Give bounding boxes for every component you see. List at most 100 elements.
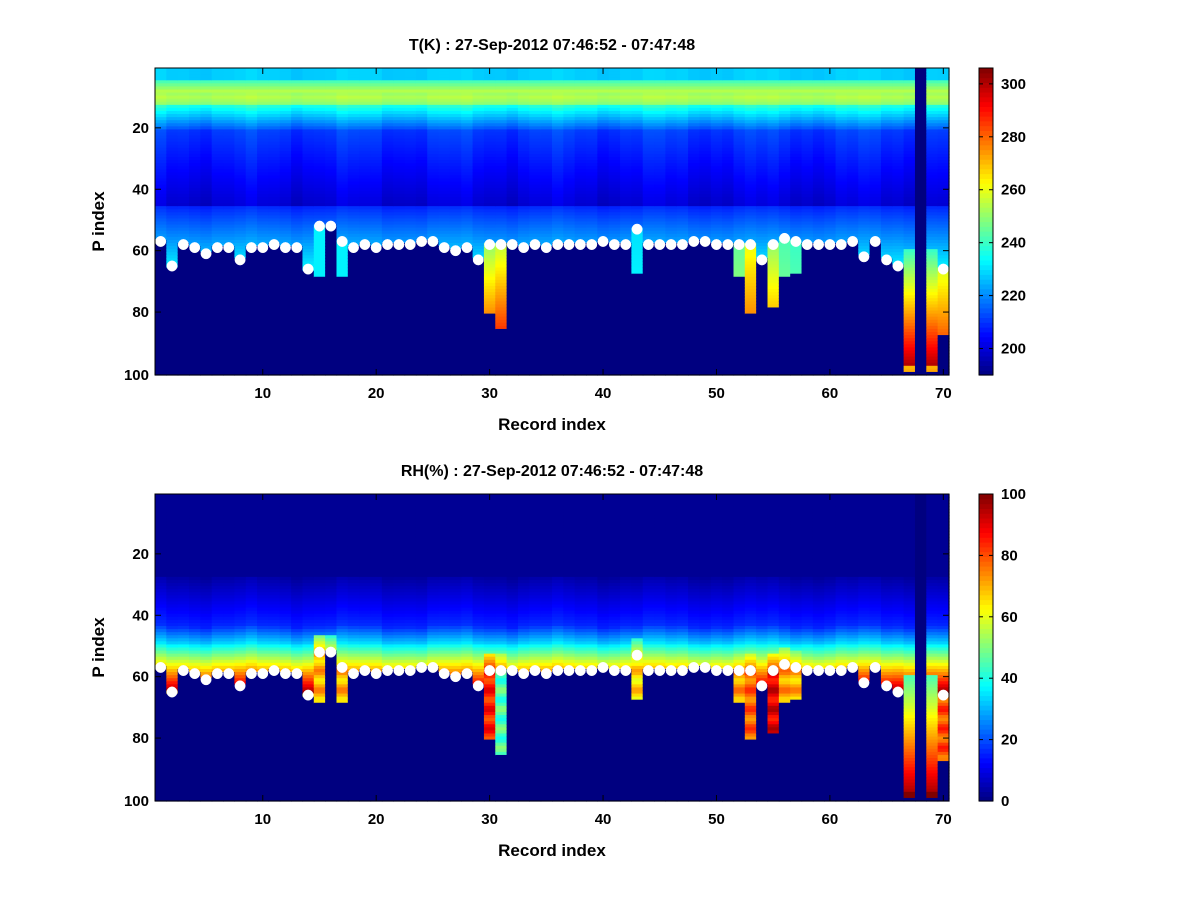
heatmap-cell: [302, 218, 315, 223]
heatmap-cell: [211, 371, 224, 376]
heatmap-cell: [404, 310, 417, 315]
heatmap-cell: [540, 190, 553, 195]
heatmap-cell: [234, 175, 247, 180]
heatmap-cell: [223, 166, 235, 170]
heatmap-cell: [483, 295, 496, 299]
heatmap-cell: [291, 114, 304, 118]
heatmap-cell: [200, 172, 213, 177]
heatmap-cell: [381, 273, 394, 278]
heatmap-cell: [200, 110, 213, 115]
heatmap-cell: [279, 123, 292, 127]
heatmap-cell: [245, 304, 258, 309]
heatmap-cell: [449, 313, 462, 318]
heatmap-cell: [449, 83, 462, 88]
heatmap-cell: [302, 227, 315, 232]
heatmap-column-26: [438, 68, 451, 72]
heatmap-cell: [200, 141, 213, 146]
heatmap-cell: [393, 347, 406, 352]
heatmap-cell: [155, 285, 167, 290]
heatmap-cell: [506, 83, 519, 88]
heatmap-cell: [336, 365, 349, 370]
heatmap-cell: [257, 215, 270, 220]
heatmap-cell: [234, 160, 247, 164]
heatmap-cell: [313, 341, 326, 345]
heatmap-cell: [461, 316, 474, 321]
heatmap-cell: [211, 279, 224, 284]
heatmap-cell: [325, 258, 338, 263]
heatmap-cell: [166, 221, 179, 226]
heatmap-cell: [449, 95, 462, 100]
heatmap-cell: [483, 107, 496, 112]
heatmap-cell: [540, 92, 553, 97]
heatmap-cell: [381, 203, 394, 207]
heatmap-cell: [461, 273, 474, 278]
heatmap-cell: [461, 230, 474, 235]
heatmap-cell: [155, 292, 167, 296]
heatmap-cell: [347, 141, 360, 146]
heatmap-cell: [438, 264, 451, 269]
heatmap-cell: [529, 117, 542, 121]
heatmap-cell: [393, 163, 406, 167]
heatmap-cell: [472, 117, 485, 121]
heatmap-cell: [449, 71, 462, 75]
heatmap-cell: [427, 362, 440, 367]
heatmap-cell: [449, 258, 462, 263]
heatmap-cell: [245, 203, 258, 207]
heatmap-cell: [461, 255, 474, 259]
heatmap-cell: [438, 178, 451, 183]
heatmap-cell: [336, 295, 349, 299]
heatmap-cell: [325, 215, 338, 220]
heatmap-cell: [529, 344, 542, 348]
heatmap-cell: [302, 328, 315, 333]
heatmap-cell: [177, 153, 190, 158]
heatmap-cell: [495, 347, 508, 352]
heatmap-cell: [189, 289, 201, 293]
heatmap-cell: [155, 166, 167, 170]
heatmap-cell: [325, 98, 338, 103]
heatmap-cell: [506, 123, 519, 127]
heatmap-cell: [495, 371, 508, 376]
heatmap-cell: [223, 98, 235, 103]
heatmap-cell: [517, 289, 530, 293]
heatmap-cell: [427, 233, 440, 238]
heatmap-cell: [449, 157, 462, 161]
heatmap-cell: [302, 239, 315, 244]
heatmap-cell: [381, 344, 394, 348]
heatmap-cell: [370, 181, 383, 186]
heatmap-cell: [370, 233, 383, 238]
heatmap-cell: [325, 322, 338, 327]
heatmap-cell: [393, 110, 406, 115]
heatmap-cell: [313, 338, 326, 342]
heatmap-cell: [415, 98, 428, 103]
heatmap-column-33: [517, 68, 530, 72]
heatmap-cell: [291, 95, 304, 100]
heatmap-cell: [313, 328, 326, 333]
heatmap-column-21: [381, 68, 394, 72]
heatmap-cell: [155, 322, 167, 327]
heatmap-cell: [291, 71, 304, 75]
heatmap-column-27: [449, 68, 462, 72]
heatmap-cell: [336, 249, 349, 253]
heatmap-cell: [155, 264, 167, 269]
heatmap-cell: [472, 196, 485, 201]
heatmap-cell: [359, 218, 372, 223]
heatmap-cell: [495, 163, 508, 167]
heatmap-cell: [472, 166, 485, 170]
heatmap-cell: [404, 338, 417, 342]
heatmap-cell: [189, 153, 201, 158]
heatmap-cell: [472, 264, 485, 269]
heatmap-cell: [347, 101, 360, 106]
heatmap-cell: [166, 181, 179, 186]
heatmap-cell: [336, 200, 349, 204]
heatmap-cell: [540, 160, 553, 164]
heatmap-cell: [347, 190, 360, 195]
heatmap-cell: [370, 190, 383, 195]
heatmap-cell: [302, 138, 315, 143]
heatmap-cell: [336, 298, 349, 302]
heatmap-cell: [223, 344, 235, 348]
heatmap-cell: [506, 178, 519, 183]
heatmap-cell: [291, 328, 304, 333]
heatmap-cell: [517, 341, 530, 345]
heatmap-cell: [155, 212, 167, 216]
heatmap-cell: [483, 252, 496, 256]
